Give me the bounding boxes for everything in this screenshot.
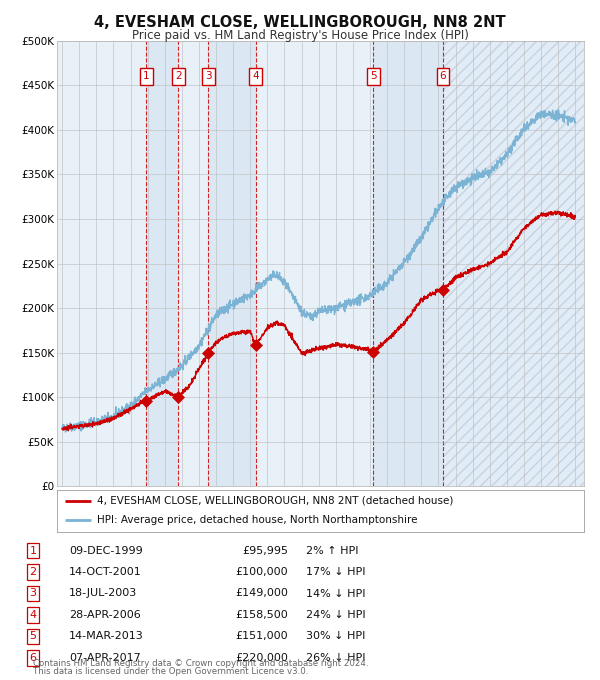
Text: This data is licensed under the Open Government Licence v3.0.: This data is licensed under the Open Gov… (33, 667, 308, 676)
Text: £151,000: £151,000 (235, 631, 288, 641)
Text: £100,000: £100,000 (235, 567, 288, 577)
Bar (146, 41, 178, 486)
Text: 28-APR-2006: 28-APR-2006 (69, 610, 141, 620)
Text: 2: 2 (175, 71, 181, 82)
Text: £95,995: £95,995 (242, 545, 288, 556)
Text: 26% ↓ HPI: 26% ↓ HPI (306, 653, 365, 663)
Text: Contains HM Land Registry data © Crown copyright and database right 2024.: Contains HM Land Registry data © Crown c… (33, 659, 368, 668)
Text: 1: 1 (29, 545, 37, 556)
Text: HPI: Average price, detached house, North Northamptonshire: HPI: Average price, detached house, Nort… (97, 515, 417, 526)
Text: 5: 5 (370, 71, 377, 82)
Text: 4, EVESHAM CLOSE, WELLINGBOROUGH, NN8 2NT (detached house): 4, EVESHAM CLOSE, WELLINGBOROUGH, NN8 2N… (97, 496, 453, 506)
Text: 18-JUL-2003: 18-JUL-2003 (69, 588, 137, 598)
Text: Price paid vs. HM Land Registry's House Price Index (HPI): Price paid vs. HM Land Registry's House … (131, 29, 469, 41)
Text: £158,500: £158,500 (235, 610, 288, 620)
Text: 3: 3 (205, 71, 212, 82)
Text: 14% ↓ HPI: 14% ↓ HPI (306, 588, 365, 598)
Bar (443, 41, 584, 486)
Text: £220,000: £220,000 (235, 653, 288, 663)
Text: 07-APR-2017: 07-APR-2017 (69, 653, 141, 663)
Text: 14-MAR-2013: 14-MAR-2013 (69, 631, 144, 641)
Bar (373, 41, 443, 486)
Text: 3: 3 (29, 588, 37, 598)
Text: 4: 4 (29, 610, 37, 620)
Text: 09-DEC-1999: 09-DEC-1999 (69, 545, 143, 556)
Text: 24% ↓ HPI: 24% ↓ HPI (306, 610, 365, 620)
Text: £149,000: £149,000 (235, 588, 288, 598)
Bar (208, 41, 256, 486)
Text: 6: 6 (440, 71, 446, 82)
Text: 4, EVESHAM CLOSE, WELLINGBOROUGH, NN8 2NT: 4, EVESHAM CLOSE, WELLINGBOROUGH, NN8 2N… (94, 15, 506, 30)
Text: 30% ↓ HPI: 30% ↓ HPI (306, 631, 365, 641)
Text: 2% ↑ HPI: 2% ↑ HPI (306, 545, 359, 556)
Text: 5: 5 (29, 631, 37, 641)
Text: 17% ↓ HPI: 17% ↓ HPI (306, 567, 365, 577)
Text: 6: 6 (29, 653, 37, 663)
Text: 2: 2 (29, 567, 37, 577)
Text: 4: 4 (253, 71, 259, 82)
Text: 1: 1 (143, 71, 150, 82)
Bar (443, 41, 584, 486)
Text: 14-OCT-2001: 14-OCT-2001 (69, 567, 142, 577)
